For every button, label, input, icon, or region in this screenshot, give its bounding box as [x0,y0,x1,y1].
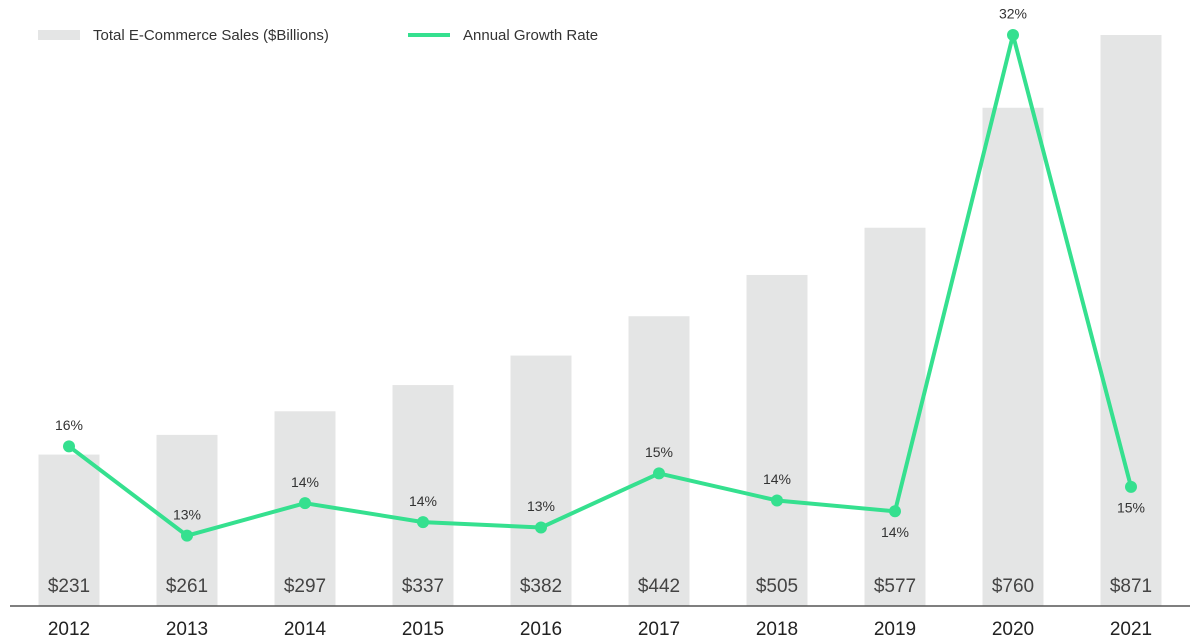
legend-label: Annual Growth Rate [463,27,598,44]
growth-point [771,494,783,507]
growth-value-label: 32% [999,6,1027,22]
growth-value-label: 13% [173,506,201,522]
bar-value-label: $261 [166,576,208,597]
x-tick-label: 2018 [756,619,798,640]
growth-value-label: 15% [1117,500,1145,516]
bar-value-label: $442 [638,576,680,597]
growth-value-label: 15% [645,444,673,460]
bar [746,274,808,606]
x-tick-label: 2020 [992,619,1034,640]
legend-label: Total E-Commerce Sales ($Billions) [93,27,329,44]
x-tick-label: 2014 [284,619,327,640]
growth-value-label: 13% [527,498,555,514]
x-tick-label: 2013 [166,619,208,640]
growth-value-label: 14% [881,524,909,540]
x-tick-label: 2012 [48,619,90,640]
bar [628,316,690,606]
growth-point [417,516,429,529]
growth-point [535,521,547,534]
x-tick-label: 2021 [1110,619,1152,640]
bar-value-label: $577 [874,576,916,597]
growth-point [63,440,75,453]
growth-point [181,529,193,542]
x-tick-label: 2015 [402,619,444,640]
growth-value-label: 16% [55,417,83,433]
bar-value-label: $760 [992,576,1034,597]
growth-line [67,33,1133,538]
bar-value-label: $337 [402,576,444,597]
legend-swatch [38,30,80,40]
bar [392,385,454,606]
bar-value-label: $297 [284,576,326,597]
growth-point [1007,29,1019,41]
x-tick-label: 2019 [874,619,916,640]
growth-point [299,497,311,510]
bar-value-label: $505 [756,576,798,597]
x-tick-label: 2016 [520,619,562,640]
growth-point [653,467,665,480]
bar [510,355,572,606]
growth-value-label: 14% [291,474,319,490]
bar [38,454,100,606]
bar-value-label: $871 [1110,576,1152,597]
growth-value-label: 14% [409,493,437,509]
growth-value-label: 14% [763,471,791,487]
bar-value-label: $382 [520,576,562,597]
growth-point [1125,480,1137,493]
growth-point [889,505,901,518]
bar-value-label: $231 [48,576,90,597]
bar [982,107,1044,607]
bar [864,227,926,606]
x-tick-label: 2017 [638,619,680,640]
bar [1100,35,1162,606]
